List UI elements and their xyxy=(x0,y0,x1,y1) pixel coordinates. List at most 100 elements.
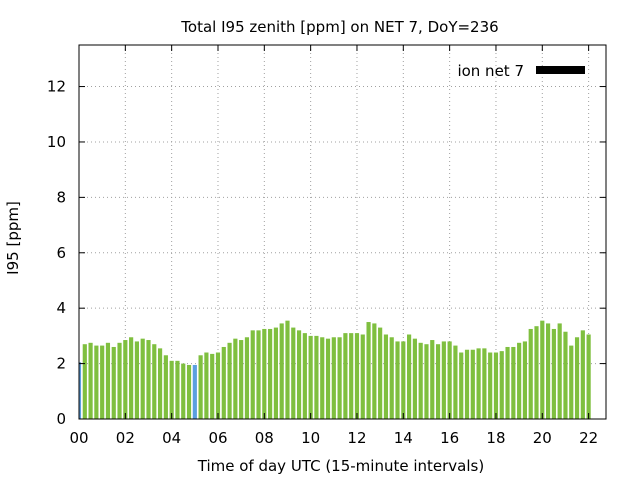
bar xyxy=(181,363,186,419)
x-tick-label: 16 xyxy=(440,429,459,447)
x-tick-label: 00 xyxy=(69,429,88,447)
bar xyxy=(285,320,290,419)
bar xyxy=(349,333,354,419)
bar xyxy=(447,341,452,419)
bar xyxy=(517,342,522,419)
y-tick-label: 6 xyxy=(56,244,66,262)
bar xyxy=(227,342,232,419)
bar xyxy=(522,341,528,419)
bar xyxy=(569,345,574,419)
bar xyxy=(407,334,412,419)
bar xyxy=(389,337,394,419)
bar xyxy=(383,334,389,419)
bar xyxy=(146,340,151,419)
bar xyxy=(244,337,250,419)
bar xyxy=(198,355,203,419)
x-axis-label: Time of day UTC (15-minute intervals) xyxy=(197,457,484,475)
bar xyxy=(163,355,168,419)
bar xyxy=(395,341,400,419)
bar xyxy=(372,323,377,419)
bar xyxy=(401,341,406,419)
bar xyxy=(325,338,331,419)
bar xyxy=(256,330,261,419)
bar xyxy=(586,334,591,419)
legend-swatch xyxy=(536,66,585,74)
bar xyxy=(88,342,93,419)
bar xyxy=(314,335,319,419)
x-tick-label: 12 xyxy=(347,429,366,447)
bar xyxy=(464,349,470,419)
bar xyxy=(343,333,348,419)
bar xyxy=(210,353,215,419)
bar xyxy=(169,360,174,419)
y-axis-label: I95 [ppm] xyxy=(4,201,22,275)
bar xyxy=(488,352,493,419)
x-tick-label: 18 xyxy=(486,429,505,447)
bar xyxy=(262,328,267,419)
bar xyxy=(528,328,533,419)
bar xyxy=(279,323,284,419)
bar xyxy=(221,346,226,419)
bar xyxy=(441,341,446,419)
y-tick-label: 8 xyxy=(56,188,66,206)
bar xyxy=(580,330,585,419)
bar xyxy=(268,328,273,419)
x-tick-label: 02 xyxy=(116,429,135,447)
bar xyxy=(366,322,371,419)
bar xyxy=(192,364,197,419)
bar xyxy=(239,340,244,419)
x-tick-label: 14 xyxy=(394,429,413,447)
bar xyxy=(493,352,499,419)
bar xyxy=(94,345,99,419)
bar xyxy=(175,360,180,419)
legend: ion net 7 xyxy=(457,62,585,80)
bar xyxy=(563,331,568,419)
bar xyxy=(308,335,313,419)
bar xyxy=(511,346,516,419)
bar xyxy=(505,346,510,419)
bar xyxy=(123,340,128,419)
bar xyxy=(540,320,545,419)
bar xyxy=(273,327,278,419)
bar xyxy=(250,330,255,419)
bar xyxy=(302,333,307,419)
bar xyxy=(354,333,360,419)
bar xyxy=(435,344,441,419)
x-tick-label: 08 xyxy=(255,429,274,447)
bar xyxy=(291,327,296,419)
bar xyxy=(157,348,163,419)
bar xyxy=(296,330,302,419)
bar xyxy=(574,337,580,419)
x-tick-label: 20 xyxy=(533,429,552,447)
bar xyxy=(111,346,116,419)
bar xyxy=(546,323,551,419)
bar xyxy=(482,348,487,419)
bar xyxy=(412,338,417,419)
bar xyxy=(129,337,134,419)
bar xyxy=(82,344,87,419)
bar xyxy=(331,337,336,419)
y-tick-label: 10 xyxy=(47,133,66,151)
x-tick-label: 04 xyxy=(162,429,181,447)
bar xyxy=(534,326,539,419)
y-tick-label: 2 xyxy=(56,355,66,373)
bar xyxy=(424,344,429,419)
x-tick-label: 06 xyxy=(208,429,227,447)
bar xyxy=(470,349,475,419)
legend-label: ion net 7 xyxy=(457,62,524,80)
bar xyxy=(360,334,365,419)
bar xyxy=(100,345,105,419)
bar xyxy=(186,364,192,419)
chart-title: Total I95 zenith [ppm] on NET 7, DoY=236 xyxy=(180,18,498,36)
y-tick-label: 12 xyxy=(47,78,66,96)
bar xyxy=(204,352,209,419)
bar xyxy=(233,338,238,419)
bar xyxy=(430,340,435,419)
bar xyxy=(117,342,122,419)
bar xyxy=(152,344,157,419)
bar xyxy=(557,323,562,419)
plot-frame xyxy=(78,44,607,420)
bars-layer xyxy=(79,320,591,419)
x-tick-label: 22 xyxy=(579,429,598,447)
